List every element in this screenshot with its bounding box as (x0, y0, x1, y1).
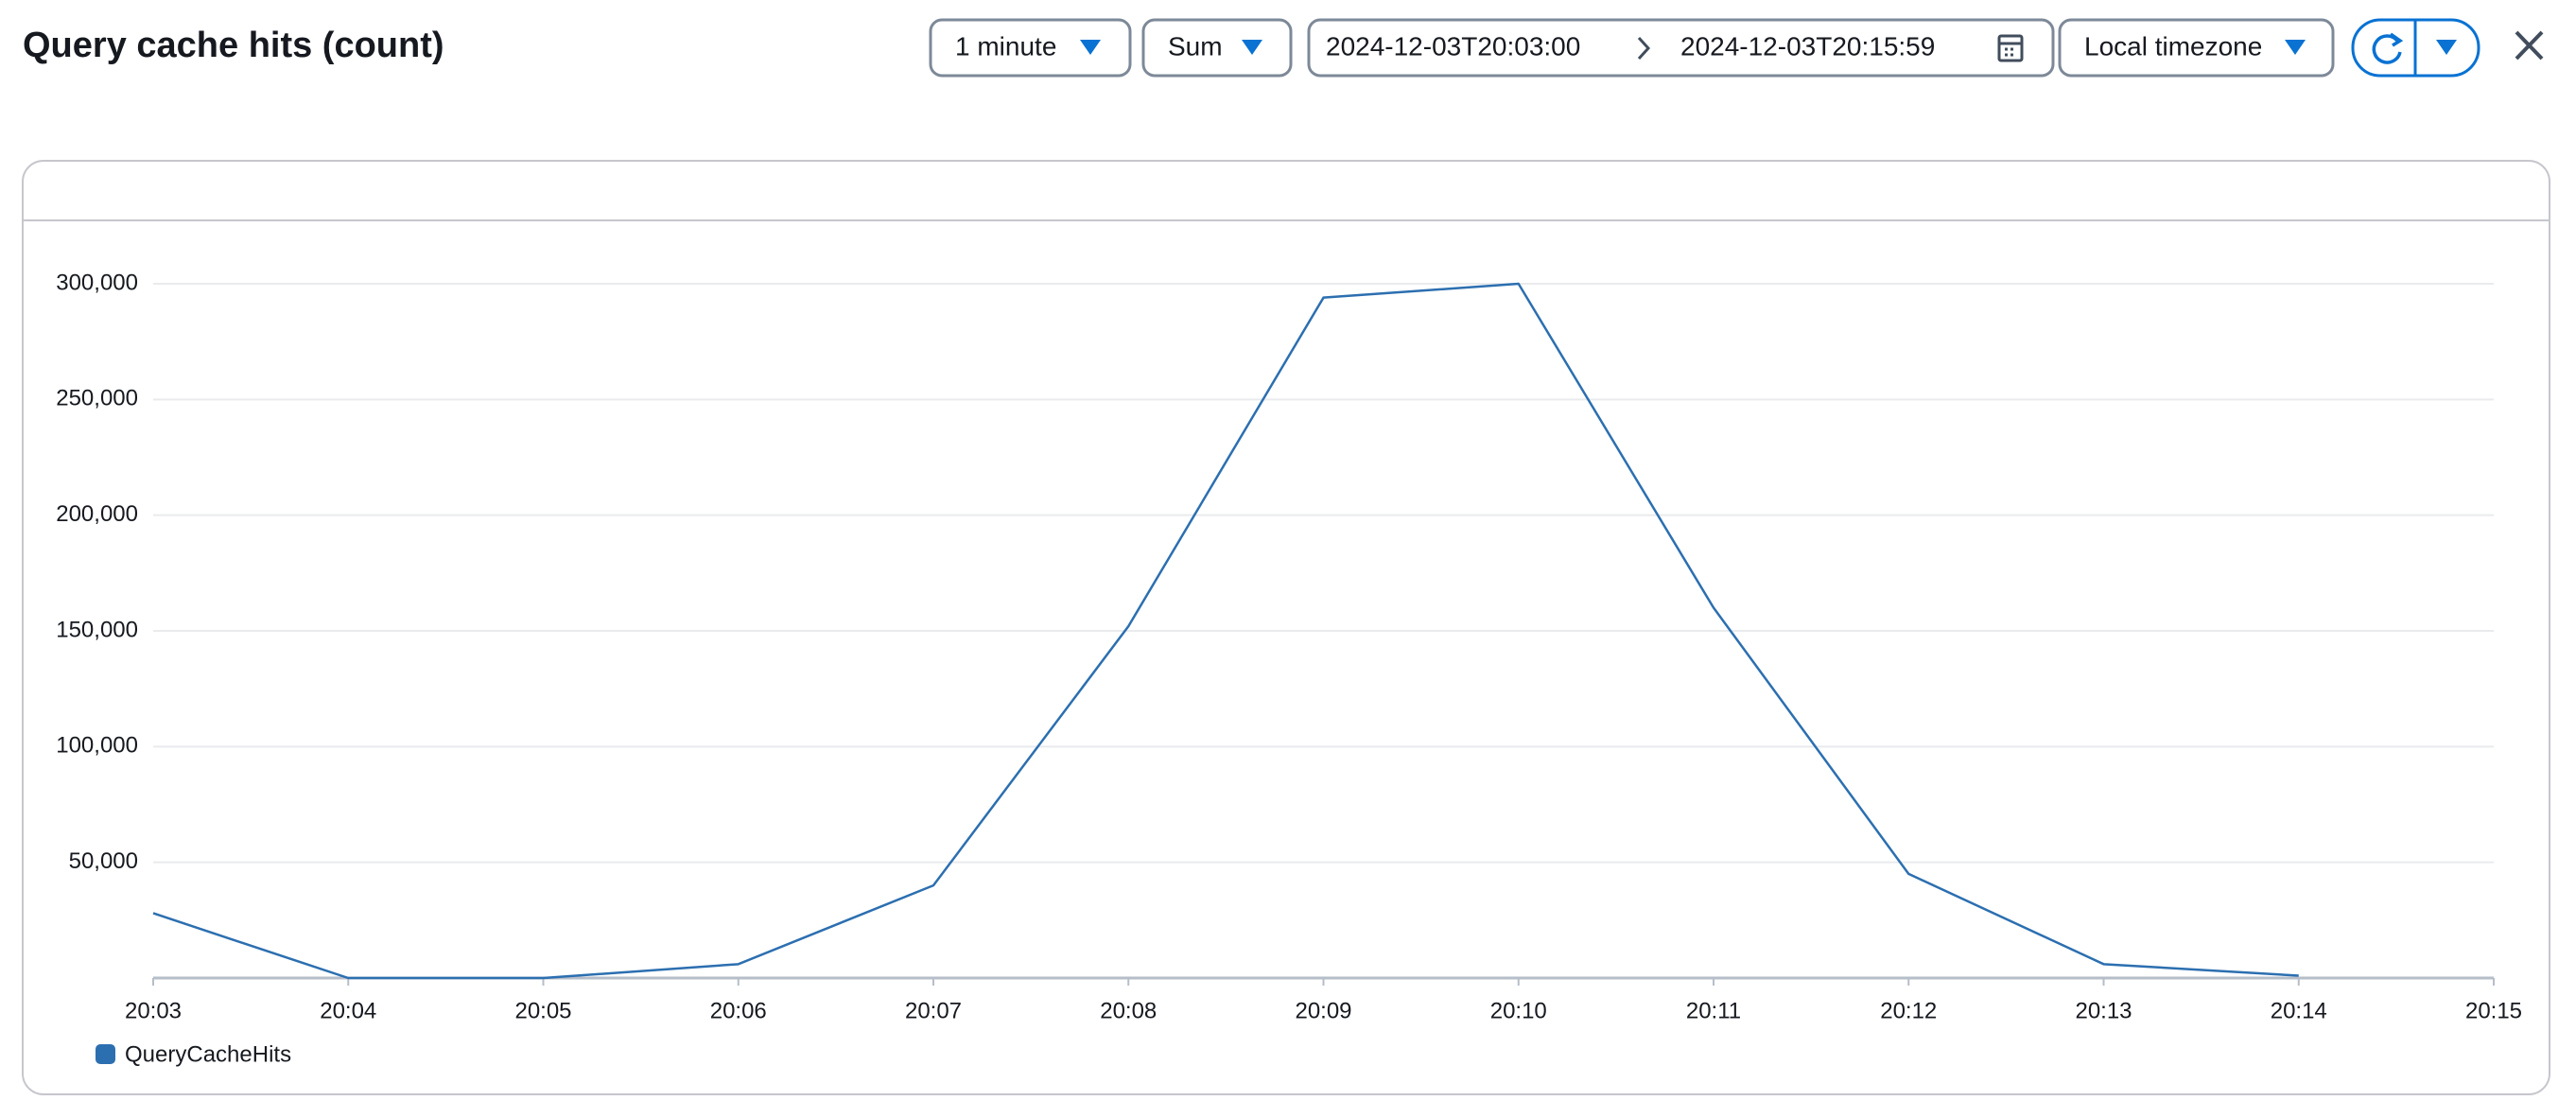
widget-title: Query cache hits (count) (23, 26, 444, 65)
arrow (1637, 36, 1651, 61)
stat-select[interactable]: Sum (1141, 18, 1293, 78)
y-tick-label: 100,000 (56, 733, 138, 759)
caret (2285, 40, 2306, 55)
legend-swatch (96, 1044, 115, 1064)
x-tick-label: 20:11 (1686, 998, 1741, 1023)
calendar-icon (1997, 34, 2024, 62)
y-tick-label: 50,000 (69, 848, 138, 874)
x-tick-label: 20:10 (1490, 998, 1547, 1023)
x-tick-label: 20:03 (125, 998, 182, 1023)
end-date: 2024-12-03T20:15:59 (1680, 31, 1935, 61)
x-tick-label: 20:07 (905, 998, 962, 1023)
y-tick-label: 250,000 (56, 386, 138, 411)
y-tick-label: 300,000 (56, 270, 138, 295)
start-date: 2024-12-03T20:03:00 (1326, 31, 1580, 61)
legend-label: QueryCacheHits (125, 1041, 291, 1067)
timezone-box[interactable] (2058, 18, 2335, 78)
plot: 50,000 100,000 150,000 200,000 250,000 300,00… (56, 270, 2522, 1067)
x-tick-label: 20:13 (2075, 998, 2132, 1023)
x-tick-label: 20:06 (710, 998, 767, 1023)
date-box[interactable] (1307, 18, 2055, 78)
period-box[interactable] (929, 18, 1132, 78)
timezone-label: Local timezone (2084, 31, 2262, 61)
x-tick-label: 20:09 (1295, 998, 1351, 1023)
x-tick-label: 20:08 (1100, 998, 1157, 1023)
x-tick-label: 20:15 (2465, 998, 2522, 1023)
period-label: 1 minute (955, 31, 1056, 61)
stat-label: Sum (1168, 31, 1223, 61)
x-tick-label: 20:12 (1880, 998, 1937, 1023)
series-line (152, 282, 2299, 980)
date-range[interactable]: 2024-12-03T20:03:00 2024-12-03T20:15:59 (1307, 18, 2055, 78)
x-tick-label: 20:14 (2271, 998, 2327, 1023)
caret (1080, 40, 1101, 55)
close-button[interactable] (2515, 30, 2544, 61)
caret[interactable] (2436, 40, 2457, 55)
period-select[interactable]: 1 minute (929, 18, 1132, 78)
timezone-select[interactable]: Local timezone (2058, 18, 2335, 78)
y-tick-label: 150,000 (56, 617, 138, 642)
refresh-arrow (2389, 32, 2404, 47)
x-tick-label: 20:04 (320, 998, 376, 1023)
x-tick-label: 20:05 (514, 998, 571, 1023)
y-tick-label: 200,000 (56, 501, 138, 527)
chart-panel (22, 160, 2550, 1095)
caret (1242, 40, 1262, 55)
stat-box[interactable] (1141, 18, 1293, 78)
refresh-icon (2372, 34, 2402, 64)
refresh-button[interactable] (2351, 18, 2480, 78)
